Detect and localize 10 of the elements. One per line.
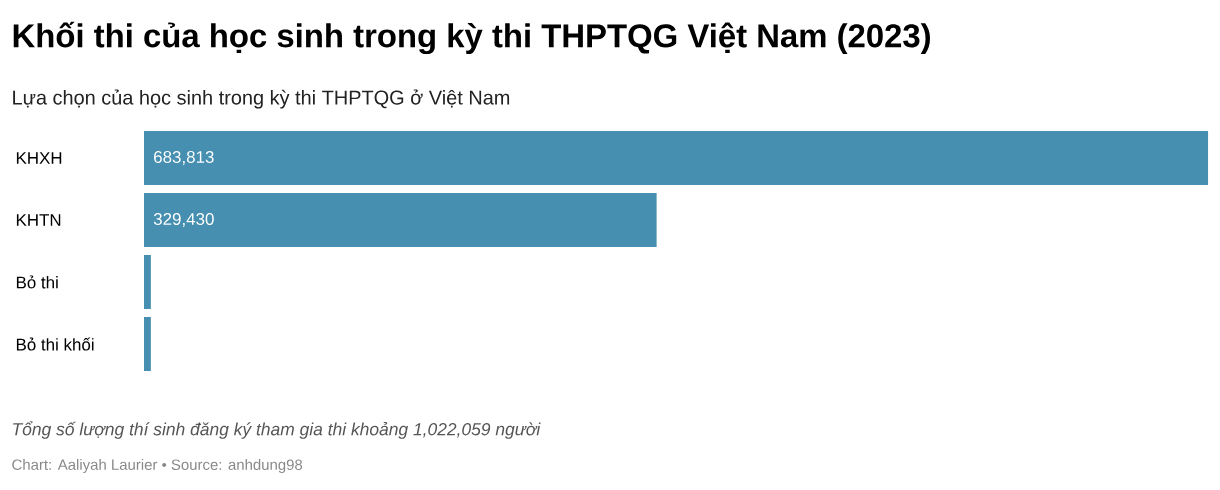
y-tick-label: Bỏ thi — [16, 275, 58, 289]
y-tick-label: KHTN — [16, 214, 61, 226]
y-tick-label: Bỏ thi khối — [16, 337, 94, 351]
chart-subtitle: Lựa chọn của học sinh trong kỳ thi THPTQG ở Việt Nam — [13, 89, 510, 109]
text: Tổng số lượng thí sinh đăng ký tham gia thi khoảng 1,022,059 người — [13, 421, 541, 439]
data-label: 329,430 — [153, 212, 214, 227]
data-label: 683,813 — [154, 150, 214, 165]
y-tick-label: KHXH — [16, 152, 62, 164]
chart-title: Khối thi của học sinh trong kỳ thi THPTQG Việt Nam (2023) — [13, 21, 930, 55]
text: Chart: Aaliyah Laurier • Source: anhdung98 — [12, 459, 303, 473]
